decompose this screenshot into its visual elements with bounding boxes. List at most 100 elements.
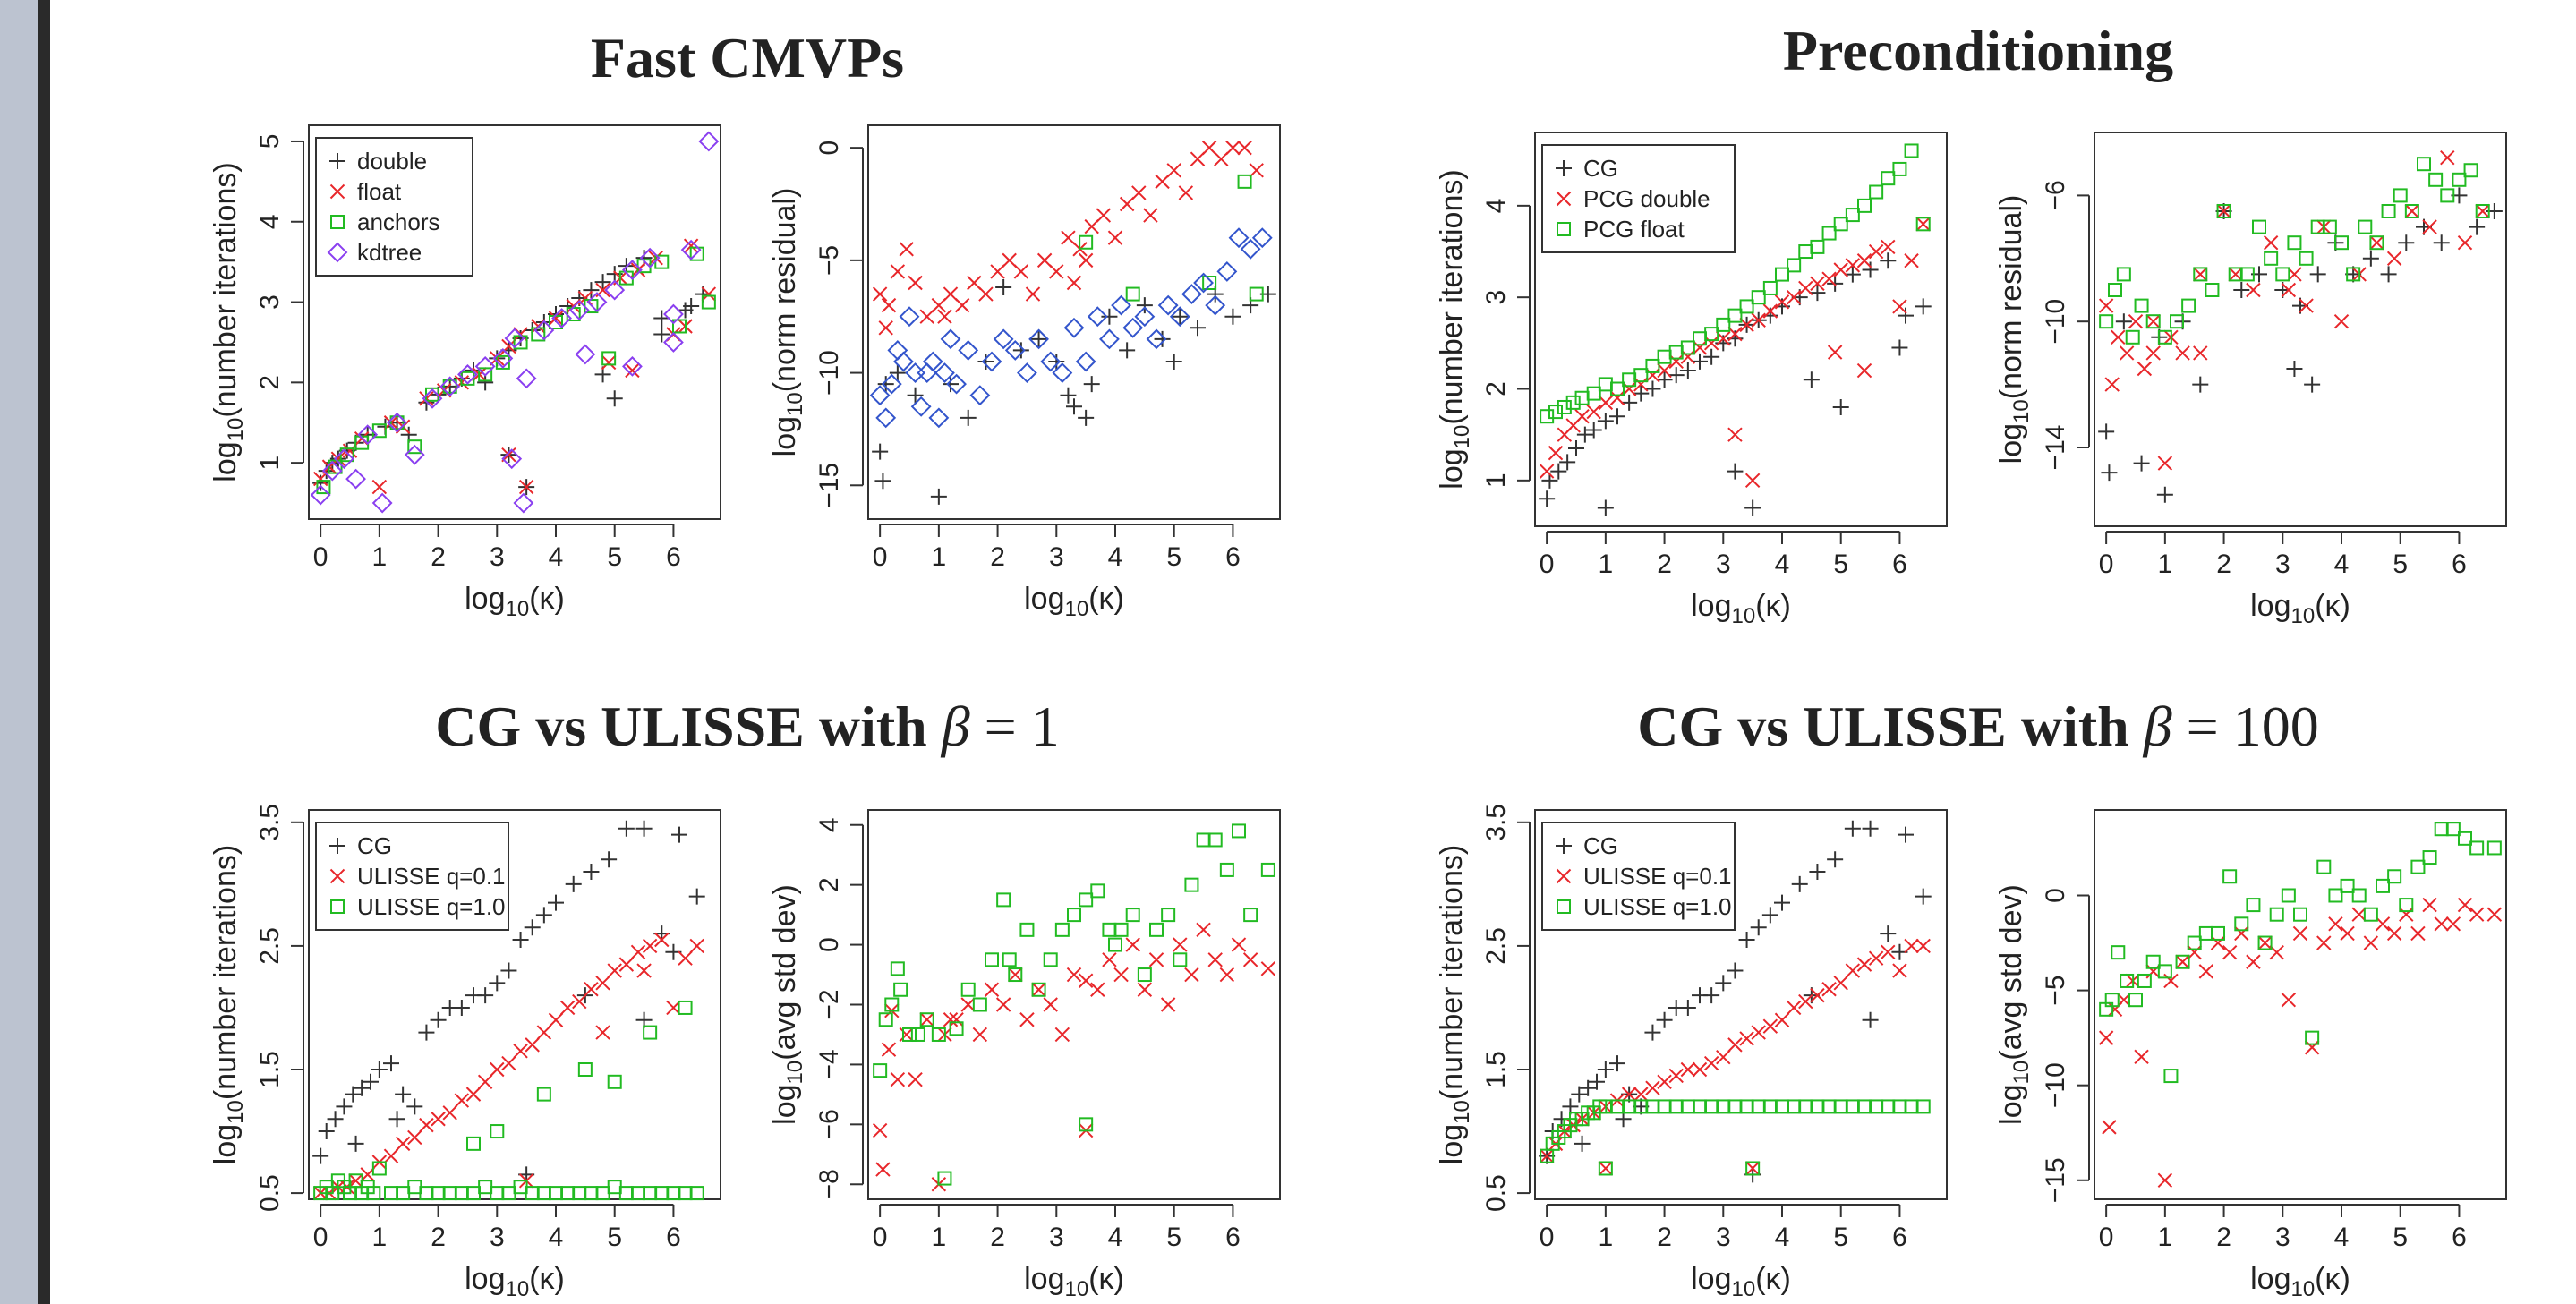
data-point (418, 1024, 435, 1041)
data-point (1633, 377, 1649, 392)
data-point (1845, 963, 1861, 978)
data-point (1173, 952, 1188, 967)
data-point (560, 1186, 576, 1201)
data-point (1668, 1099, 1684, 1114)
x-axis-label-arg: (κ) (2315, 1262, 2350, 1296)
x-tick-label: 2 (1657, 550, 1672, 579)
data-point (1915, 938, 1931, 954)
data-point (1043, 952, 1058, 967)
data-point (1084, 218, 1099, 234)
data-point (404, 444, 425, 465)
data-point (2281, 282, 2297, 298)
data-point (1727, 463, 1744, 480)
data-point (666, 1000, 681, 1016)
data-point (2410, 859, 2426, 874)
data-point (1810, 239, 1825, 254)
data-point (1251, 227, 1273, 249)
data-point (568, 300, 590, 320)
data-point (1833, 217, 1848, 232)
data-point (635, 820, 653, 837)
data-point (2234, 925, 2249, 942)
plot-frame (1534, 132, 1948, 527)
data-point (1621, 394, 1638, 411)
y-axis-label-sub: 10 (1450, 425, 1474, 449)
data-point (1066, 275, 1082, 291)
x-tick-label: 5 (2393, 1223, 2408, 1252)
legend-marker (1556, 160, 1572, 176)
data-point (363, 1073, 379, 1090)
plot-frame (867, 809, 1281, 1200)
data-point (1052, 362, 1073, 383)
data-point (490, 1061, 505, 1078)
data-point (919, 309, 934, 324)
data-point (1125, 286, 1140, 302)
data-point (1881, 1099, 1896, 1114)
y-tick-label: 2 (255, 375, 285, 390)
data-point (2134, 1049, 2149, 1065)
data-point (1692, 340, 1708, 355)
data-point (1644, 1024, 1661, 1041)
data-point (525, 1037, 540, 1053)
data-point (442, 1186, 457, 1201)
data-point (1540, 409, 1555, 424)
data-point (1107, 230, 1123, 245)
data-point (1679, 999, 1696, 1016)
data-point (1845, 1099, 1860, 1114)
y-tick-label: 0 (2041, 888, 2070, 903)
data-point (1102, 922, 1117, 937)
data-point (1240, 238, 1261, 260)
data-point (1002, 952, 1017, 967)
data-point (1810, 1099, 1825, 1114)
x-axis-label-base: log (1691, 589, 1731, 623)
data-point (489, 975, 506, 992)
data-point (595, 1025, 610, 1040)
x-axis-label-arg: (κ) (1088, 582, 1124, 616)
data-point (478, 1180, 493, 1195)
data-point (1692, 1061, 1708, 1078)
data-point (2128, 313, 2144, 329)
legend-label: PCG float (1583, 216, 1685, 243)
legend-marker (1556, 191, 1572, 207)
data-point (1190, 320, 1206, 337)
data-point (1762, 303, 1778, 319)
data-point (1738, 932, 1755, 948)
x-tick-label: 4 (1108, 542, 1123, 572)
data-point (1680, 1099, 1695, 1114)
y-axis-label-sub: 10 (2009, 1061, 2034, 1085)
data-point (2440, 149, 2455, 166)
data-point (1111, 294, 1131, 316)
data-point (536, 1025, 552, 1040)
data-point (2181, 298, 2196, 313)
data-point (2133, 455, 2150, 472)
data-point (312, 471, 328, 487)
data-point (2116, 267, 2131, 282)
data-point (1621, 381, 1637, 396)
x-axis-label-base: log (465, 582, 505, 616)
data-point (890, 264, 906, 279)
data-point (1031, 982, 1046, 997)
data-point (1833, 976, 1848, 991)
data-point (2210, 935, 2226, 950)
data-point (1645, 358, 1660, 373)
data-point (890, 961, 905, 976)
y-tick-label: 4 (1481, 199, 1511, 214)
data-point (1225, 140, 1241, 156)
data-point (1679, 362, 1696, 379)
data-point (2252, 219, 2266, 234)
data-point (1744, 499, 1761, 516)
data-point (1078, 973, 1094, 988)
legend-marker (329, 183, 345, 200)
data-point (2098, 423, 2115, 440)
data-point (442, 379, 457, 394)
data-point (1154, 330, 1171, 347)
data-point (2187, 944, 2202, 960)
data-point (1845, 258, 1861, 273)
data-point (1821, 271, 1837, 286)
x-tick-label: 1 (2158, 1223, 2173, 1252)
data-point (908, 275, 923, 291)
data-point (1762, 280, 1778, 295)
data-point (1904, 1099, 1919, 1114)
data-point (984, 982, 1000, 997)
data-point (2102, 1120, 2117, 1135)
